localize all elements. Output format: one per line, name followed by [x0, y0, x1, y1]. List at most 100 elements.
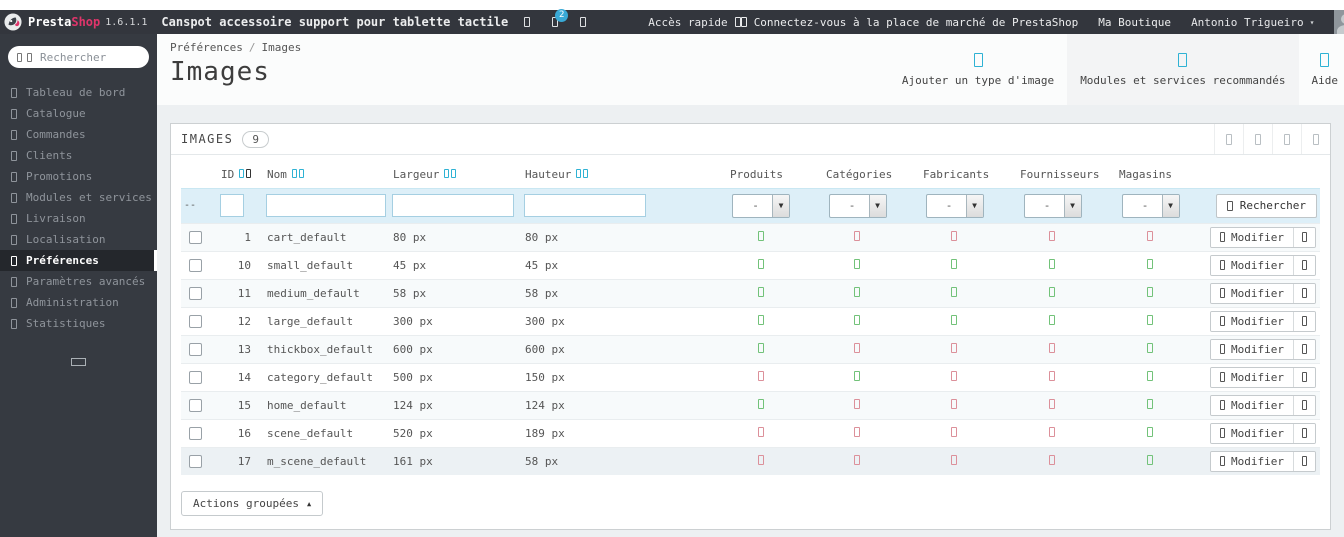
panel-toolbar-button[interactable] — [1301, 124, 1330, 154]
help-button[interactable]: Aide — [1299, 34, 1344, 105]
edit-dropdown-button[interactable] — [1293, 255, 1315, 275]
help-icon — [1320, 52, 1330, 67]
enabled-icon — [757, 398, 764, 409]
edit-button[interactable]: Modifier — [1211, 451, 1293, 471]
edit-button[interactable]: Modifier — [1211, 255, 1293, 275]
cell-name: thickbox_default — [263, 334, 389, 363]
search-button[interactable]: Rechercher — [1215, 193, 1317, 218]
bulk-actions-button[interactable]: Actions groupées ▲ — [181, 491, 324, 516]
row-checkbox[interactable] — [189, 342, 202, 356]
sidebar-item-label: Statistiques — [26, 317, 106, 330]
edit-dropdown-button[interactable] — [1293, 227, 1315, 247]
panel-toolbar-button[interactable] — [1214, 124, 1243, 154]
sidebar-item[interactable]: Tableau de bord — [0, 82, 157, 103]
panel-toolbar-button[interactable] — [1243, 124, 1272, 154]
messages-icon[interactable] — [580, 17, 587, 27]
my-shop-link[interactable]: Ma Boutique — [1098, 15, 1172, 29]
sidebar-item[interactable]: Clients — [0, 145, 157, 166]
edit-dropdown-button[interactable] — [1293, 423, 1315, 443]
topbar: PrestaShop 1.6.1.1 Canspot accessoire su… — [0, 9, 1344, 34]
user-menu[interactable]: Antonio Trigueiro ▾ — [1191, 15, 1315, 29]
sidebar-item[interactable]: Modules et services — [0, 187, 157, 208]
user-avatar[interactable] — [1334, 10, 1344, 34]
edit-dropdown-button[interactable] — [1293, 311, 1315, 331]
recommended-modules-button[interactable]: Modules et services recommandés — [1067, 34, 1299, 105]
disabled-icon — [951, 426, 957, 437]
edit-button[interactable]: Modifier — [1211, 283, 1293, 303]
disabled-icon — [854, 342, 860, 353]
row-checkbox[interactable] — [189, 230, 202, 244]
filter-stores-select[interactable]: - ▼ — [1121, 193, 1180, 218]
sidebar-search-input[interactable] — [40, 50, 132, 64]
sidebar-item[interactable]: Livraison — [0, 208, 157, 229]
filter-suppliers-select[interactable]: - ▼ — [1023, 193, 1082, 218]
cell-categories-flag — [809, 334, 906, 363]
row-checkbox[interactable] — [189, 398, 202, 412]
edit-dropdown-button[interactable] — [1293, 367, 1315, 387]
row-checkbox[interactable] — [189, 370, 202, 384]
cell-manufacturers-flag — [906, 222, 1003, 251]
sidebar-item[interactable]: Paramètres avancés — [0, 271, 157, 292]
sidebar-item[interactable]: Statistiques — [0, 313, 157, 334]
filter-categories-select[interactable]: - ▼ — [828, 193, 887, 218]
sidebar-item[interactable]: Administration — [0, 292, 157, 313]
sidebar-nav: Tableau de bord Catalogue Commandes Clie… — [0, 82, 157, 334]
collapse-sidebar-button[interactable] — [71, 358, 86, 366]
edit-button[interactable]: Modifier — [1211, 423, 1293, 443]
row-checkbox[interactable] — [189, 314, 202, 328]
add-image-type-button[interactable]: Ajouter un type d'image — [889, 34, 1067, 105]
column-header-largeur[interactable]: Largeur — [389, 161, 521, 189]
column-header-nom[interactable]: Nom — [263, 161, 389, 189]
chevron-down-icon: ▼ — [1063, 194, 1081, 217]
edit-dropdown-button[interactable] — [1293, 395, 1315, 415]
sidebar-item-label: Livraison — [26, 212, 86, 225]
row-checkbox[interactable] — [189, 286, 202, 300]
external-link-icon[interactable] — [524, 17, 531, 27]
chevron-down-icon — [1302, 400, 1307, 410]
filter-manufacturers-select[interactable]: - ▼ — [925, 193, 984, 218]
chevron-down-icon — [1302, 232, 1307, 242]
filter-products-select[interactable]: - ▼ — [732, 193, 790, 218]
row-checkbox[interactable] — [189, 426, 202, 440]
sidebar-item[interactable]: Catalogue — [0, 103, 157, 124]
sidebar-item[interactable]: Promotions — [0, 166, 157, 187]
cell-manufacturers-flag — [906, 278, 1003, 307]
sidebar-item[interactable]: Localisation — [0, 229, 157, 250]
cell-manufacturers-flag — [906, 446, 1003, 475]
notifications-icon[interactable]: 2 — [552, 9, 569, 27]
column-header-categories: Catégories — [809, 161, 906, 189]
row-checkbox[interactable] — [189, 455, 202, 468]
cell-categories-flag — [809, 418, 906, 447]
shop-name-link[interactable]: Canspot accessoire support pour tablette… — [161, 15, 509, 29]
column-header-id[interactable]: ID — [217, 161, 263, 189]
edit-button[interactable]: Modifier — [1211, 395, 1293, 415]
filter-name-input[interactable] — [266, 194, 386, 217]
edit-button[interactable]: Modifier — [1211, 339, 1293, 359]
sidebar-item[interactable]: Préférences — [0, 250, 157, 271]
cell-stores-flag — [1102, 390, 1199, 419]
disabled-icon — [951, 370, 957, 381]
chevron-down-icon — [1302, 288, 1307, 298]
chevron-down-icon — [734, 17, 741, 27]
table-row: 13 thickbox_default 600 px 600 px Modifi… — [181, 334, 1320, 363]
edit-dropdown-button[interactable] — [1293, 339, 1315, 359]
quick-access-menu[interactable]: Accès rapide — [648, 16, 741, 29]
cell-suppliers-flag — [1003, 418, 1102, 447]
marketplace-link[interactable]: Connectez-vous à la place de marché de P… — [740, 16, 1078, 29]
panel-toolbar-button[interactable] — [1272, 124, 1301, 154]
breadcrumb-parent[interactable]: Préférences — [170, 41, 243, 54]
edit-button[interactable]: Modifier — [1211, 367, 1293, 387]
edit-button[interactable]: Modifier — [1211, 311, 1293, 331]
column-header-hauteur[interactable]: Hauteur — [521, 161, 713, 189]
edit-dropdown-button[interactable] — [1293, 451, 1315, 471]
sidebar-item[interactable]: Commandes — [0, 124, 157, 145]
edit-button[interactable]: Modifier — [1211, 227, 1293, 247]
row-checkbox[interactable] — [189, 258, 202, 272]
disabled-icon — [1049, 398, 1055, 409]
cell-name: scene_default — [263, 418, 389, 447]
filter-height-input[interactable] — [524, 194, 646, 217]
filter-id-input[interactable] — [220, 194, 244, 217]
filter-width-input[interactable] — [392, 194, 514, 217]
edit-dropdown-button[interactable] — [1293, 283, 1315, 303]
disabled-icon — [1049, 230, 1055, 241]
